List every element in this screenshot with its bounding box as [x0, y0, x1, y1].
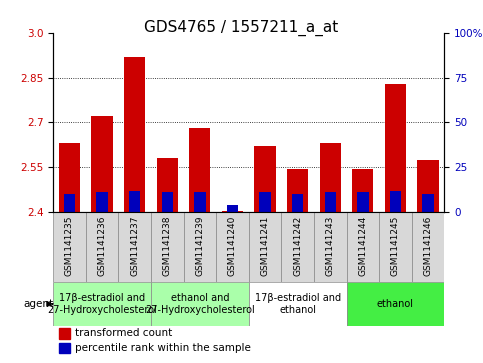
Bar — [59, 143, 80, 212]
Bar — [184, 212, 216, 282]
Text: GSM1141242: GSM1141242 — [293, 216, 302, 276]
Bar — [379, 212, 412, 282]
Text: GDS4765 / 1557211_a_at: GDS4765 / 1557211_a_at — [144, 20, 339, 36]
Text: GSM1141241: GSM1141241 — [260, 216, 270, 276]
Bar — [151, 282, 249, 326]
Bar — [412, 212, 444, 282]
Bar — [347, 282, 444, 326]
Bar — [59, 343, 70, 354]
Text: 17β-estradiol and
ethanol: 17β-estradiol and ethanol — [255, 293, 341, 315]
Bar — [129, 191, 141, 212]
Bar — [156, 158, 178, 212]
Bar — [189, 129, 211, 212]
Bar — [347, 212, 379, 282]
Text: 17β-estradiol and
27-Hydroxycholesterol: 17β-estradiol and 27-Hydroxycholesterol — [47, 293, 157, 315]
Text: GSM1141236: GSM1141236 — [98, 216, 107, 276]
Bar — [352, 169, 373, 212]
Text: GSM1141246: GSM1141246 — [424, 216, 433, 276]
Bar — [390, 191, 401, 212]
Bar — [151, 212, 184, 282]
Text: percentile rank within the sample: percentile rank within the sample — [75, 343, 251, 353]
Bar — [249, 282, 347, 326]
Text: GSM1141244: GSM1141244 — [358, 216, 368, 276]
Text: transformed count: transformed count — [75, 328, 172, 338]
Text: ethanol and
27-Hydroxycholesterol: ethanol and 27-Hydroxycholesterol — [145, 293, 255, 315]
Text: ethanol: ethanol — [377, 299, 414, 309]
Bar — [194, 192, 206, 212]
Bar — [216, 212, 249, 282]
Bar — [124, 57, 145, 212]
Bar — [53, 212, 86, 282]
Text: agent: agent — [24, 299, 54, 309]
Bar — [320, 143, 341, 212]
Bar — [118, 212, 151, 282]
Bar — [222, 211, 243, 212]
Bar — [255, 146, 276, 212]
Bar — [385, 83, 406, 212]
Bar — [161, 192, 173, 212]
Bar — [314, 212, 347, 282]
Bar — [292, 194, 303, 212]
Bar — [96, 192, 108, 212]
Text: GSM1141235: GSM1141235 — [65, 216, 74, 276]
Text: GSM1141238: GSM1141238 — [163, 216, 172, 276]
Bar — [227, 205, 238, 212]
Text: GSM1141240: GSM1141240 — [228, 216, 237, 276]
Bar — [325, 192, 336, 212]
Text: GSM1141243: GSM1141243 — [326, 216, 335, 276]
Bar — [259, 192, 271, 212]
Bar — [287, 169, 308, 212]
Bar — [91, 117, 113, 212]
Bar — [422, 194, 434, 212]
Bar — [86, 212, 118, 282]
Bar — [281, 212, 314, 282]
Text: GSM1141245: GSM1141245 — [391, 216, 400, 276]
Bar — [59, 328, 70, 339]
Bar — [249, 212, 282, 282]
Bar — [64, 194, 75, 212]
Bar — [417, 160, 439, 212]
Text: GSM1141239: GSM1141239 — [195, 216, 204, 276]
Text: GSM1141237: GSM1141237 — [130, 216, 139, 276]
Bar — [53, 282, 151, 326]
Bar — [357, 192, 369, 212]
